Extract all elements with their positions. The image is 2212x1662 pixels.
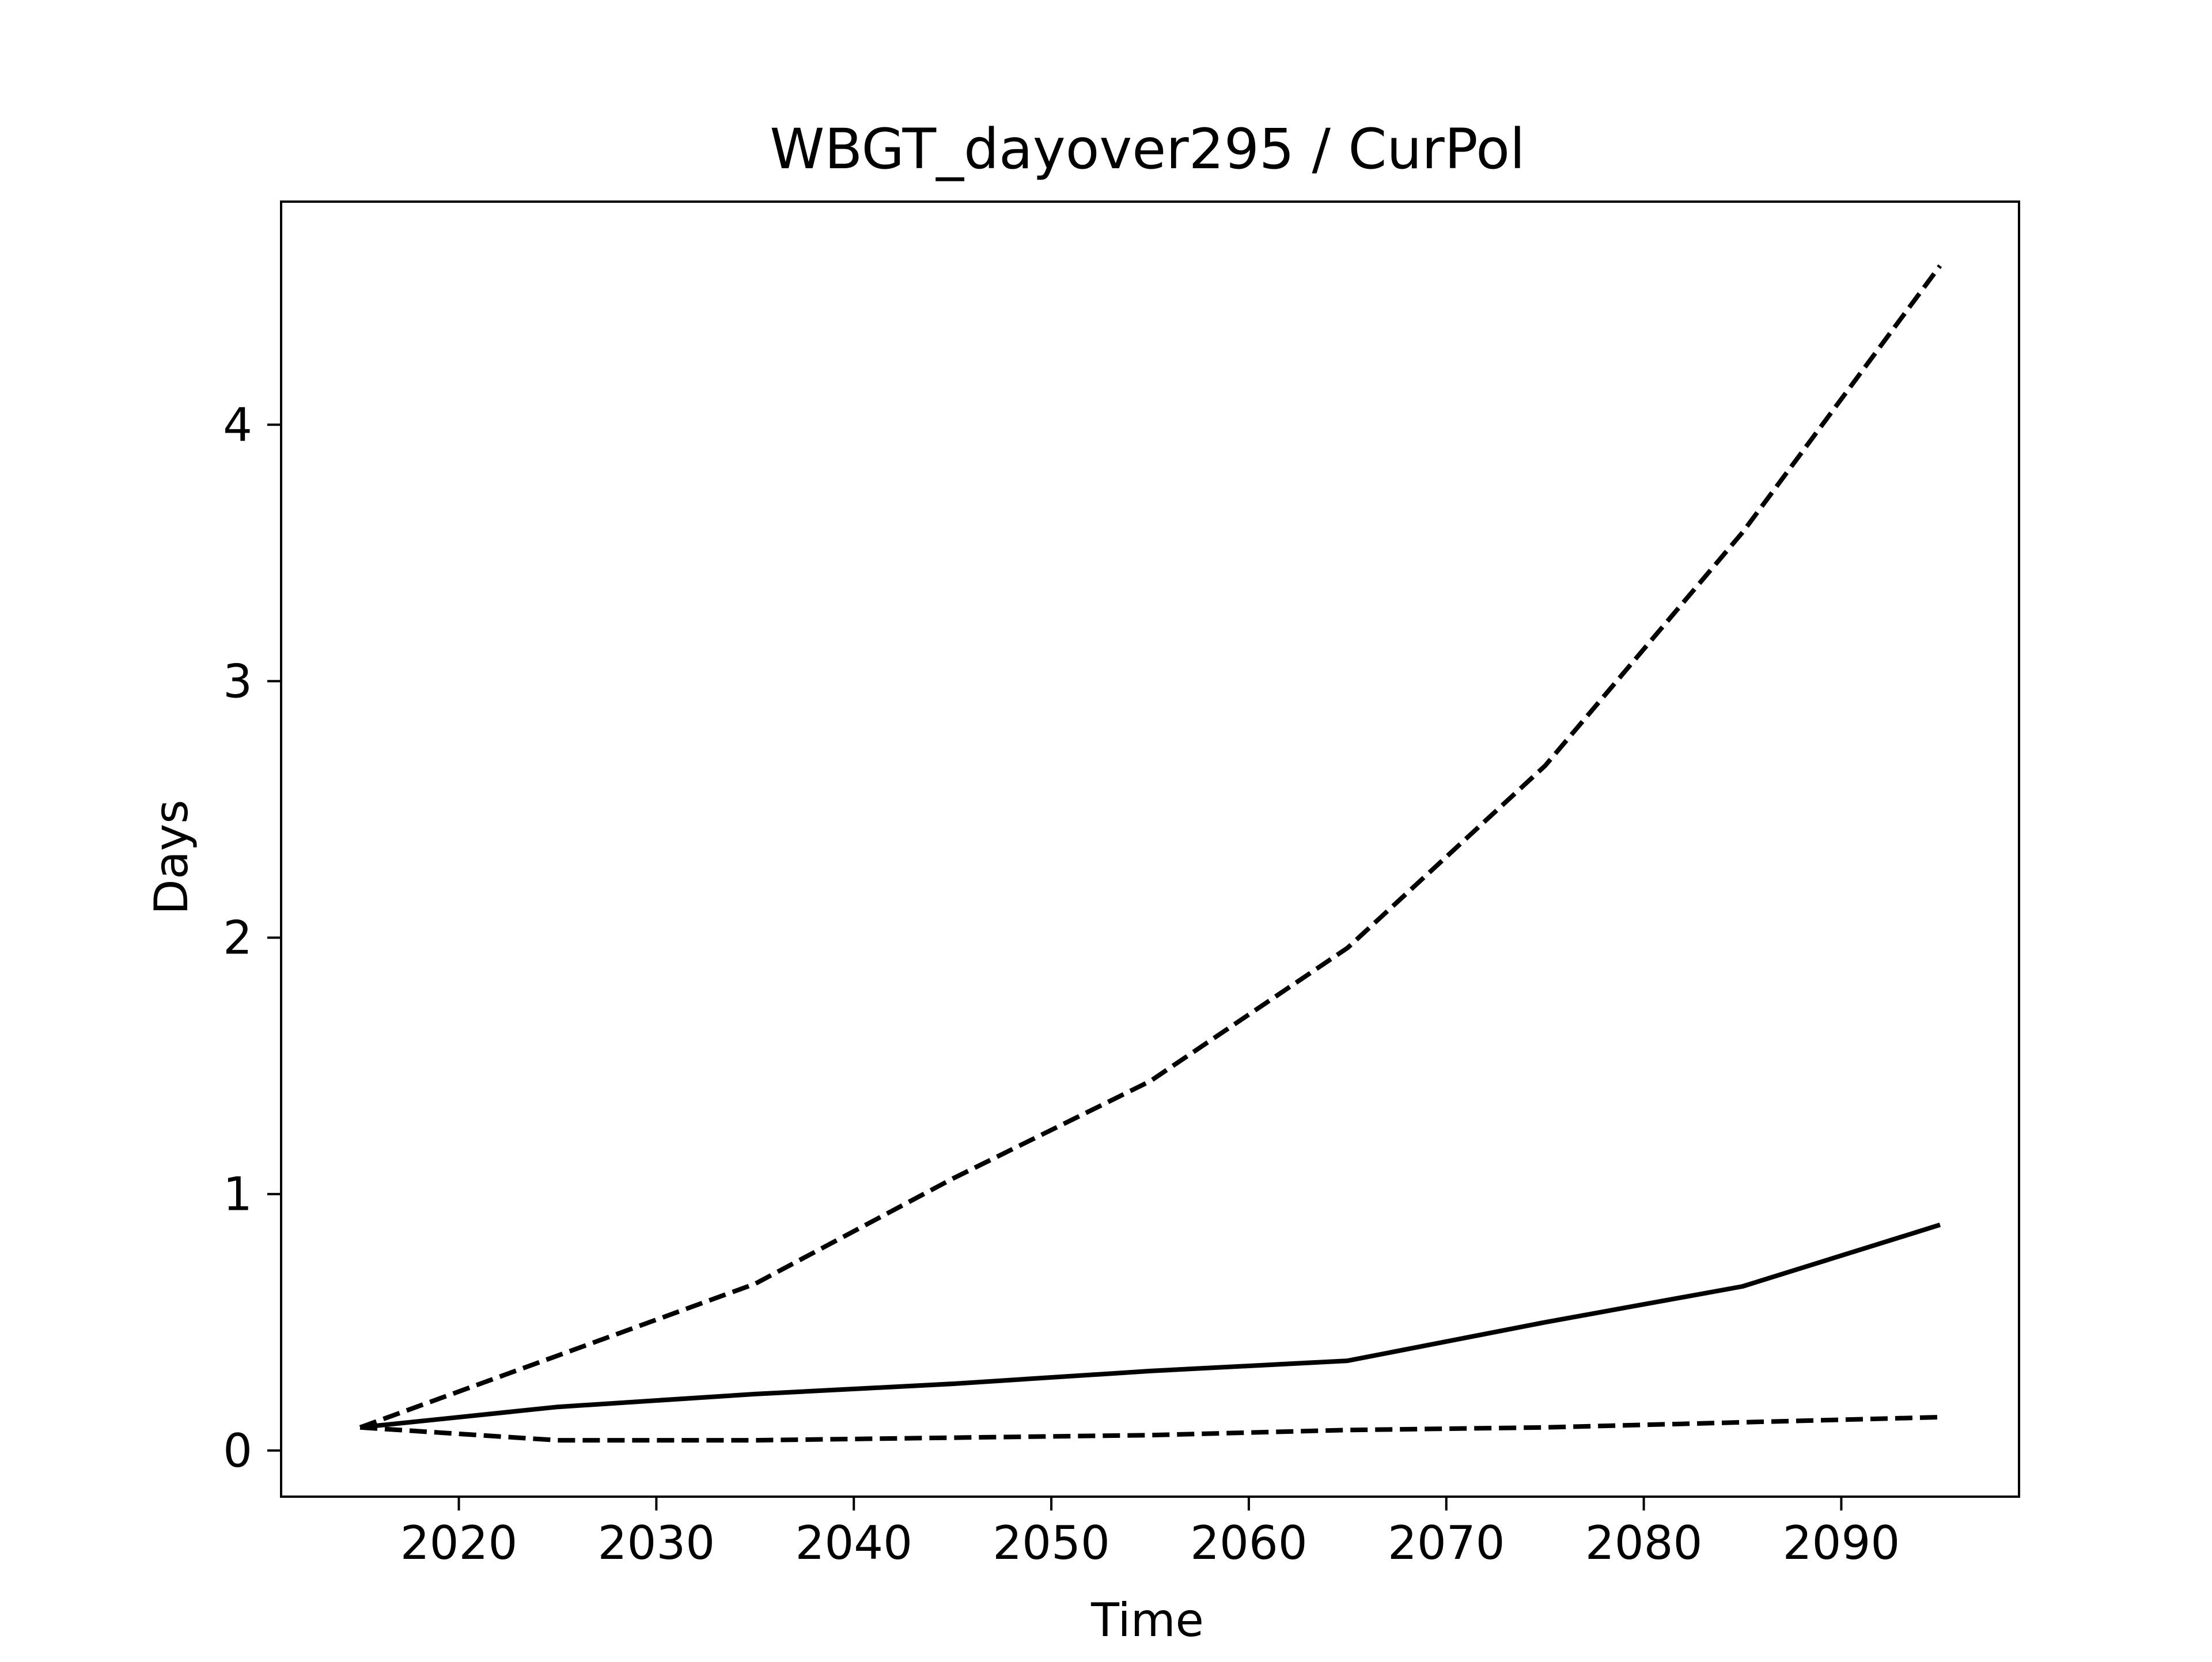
series-line-3-dashed xyxy=(359,1415,1941,1443)
y-tick-label: 3 xyxy=(223,654,252,708)
y-tick-label: 4 xyxy=(223,398,252,452)
series-line-2-dashed xyxy=(359,264,1942,1430)
x-axis-ticks: 2020 2030 2040 2050 2060 2070 2080 2090 xyxy=(400,1497,1900,1570)
series-layer xyxy=(359,264,1942,1443)
x-tick-label: 2030 xyxy=(598,1516,715,1570)
y-tick-label: 2 xyxy=(223,911,252,965)
x-tick-label: 2050 xyxy=(993,1516,1110,1570)
x-tick-label: 2060 xyxy=(1190,1516,1308,1570)
x-tick-label: 2070 xyxy=(1388,1516,1505,1570)
series-line-1-solid xyxy=(359,1222,1941,1430)
y-axis-label: Days xyxy=(145,800,198,915)
y-tick-label: 0 xyxy=(223,1424,252,1478)
y-tick-label: 1 xyxy=(223,1168,252,1221)
x-tick-label: 2020 xyxy=(400,1516,518,1570)
chart-title: WBGT_dayover295 / CurPol xyxy=(770,117,1525,181)
x-axis-label: Time xyxy=(1090,1593,1204,1647)
plot-frame xyxy=(280,200,2020,1498)
y-axis-ticks: 0 1 2 3 4 xyxy=(223,398,281,1478)
x-tick-label: 2090 xyxy=(1783,1516,1900,1570)
x-tick-label: 2080 xyxy=(1585,1516,1703,1570)
x-tick-label: 2040 xyxy=(795,1516,912,1570)
